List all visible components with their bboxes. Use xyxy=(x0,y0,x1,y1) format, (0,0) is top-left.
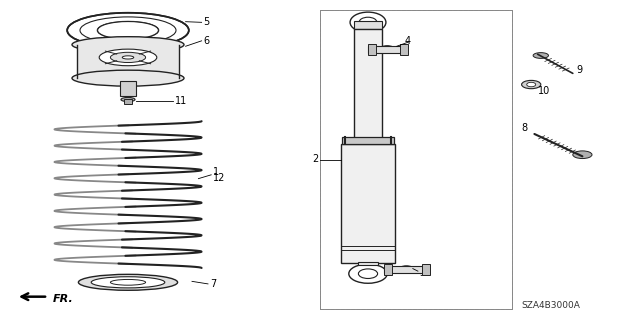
Ellipse shape xyxy=(350,12,386,33)
Ellipse shape xyxy=(67,13,189,48)
Bar xyxy=(368,44,376,55)
Ellipse shape xyxy=(121,98,135,102)
Ellipse shape xyxy=(403,268,410,271)
Ellipse shape xyxy=(79,274,178,290)
Text: 8: 8 xyxy=(522,122,528,133)
Ellipse shape xyxy=(91,277,165,288)
Text: 7: 7 xyxy=(210,279,216,289)
Ellipse shape xyxy=(111,279,146,285)
Bar xyxy=(354,21,382,29)
Ellipse shape xyxy=(122,56,134,59)
Text: 10: 10 xyxy=(538,86,550,96)
Bar xyxy=(354,29,382,139)
Ellipse shape xyxy=(380,46,395,53)
Text: 2: 2 xyxy=(312,154,319,165)
Bar xyxy=(124,99,132,104)
Ellipse shape xyxy=(533,53,548,58)
Ellipse shape xyxy=(80,17,176,44)
Text: 4: 4 xyxy=(404,35,411,46)
Ellipse shape xyxy=(359,17,377,27)
Bar xyxy=(368,46,406,53)
Ellipse shape xyxy=(97,21,159,39)
Ellipse shape xyxy=(99,49,157,66)
Bar xyxy=(384,264,392,275)
Text: FR.: FR. xyxy=(52,294,73,304)
Bar xyxy=(400,44,408,55)
Bar xyxy=(120,81,136,96)
Bar xyxy=(77,43,179,78)
Text: SZA4B3000A: SZA4B3000A xyxy=(521,301,580,310)
Bar xyxy=(341,144,395,263)
Ellipse shape xyxy=(399,266,414,273)
Bar xyxy=(342,137,394,144)
Bar xyxy=(358,262,378,265)
Ellipse shape xyxy=(527,82,536,87)
Bar xyxy=(384,266,429,273)
Text: 1: 1 xyxy=(213,167,220,177)
Ellipse shape xyxy=(72,70,184,86)
Ellipse shape xyxy=(111,52,146,63)
Text: 11: 11 xyxy=(175,96,187,107)
Text: 5: 5 xyxy=(204,17,210,27)
Bar xyxy=(320,10,512,309)
Ellipse shape xyxy=(349,264,387,283)
Text: 3: 3 xyxy=(419,268,426,278)
Ellipse shape xyxy=(522,80,541,89)
Ellipse shape xyxy=(72,37,184,53)
Ellipse shape xyxy=(573,151,592,159)
Text: 12: 12 xyxy=(213,173,225,183)
Bar xyxy=(422,264,430,275)
Ellipse shape xyxy=(383,48,391,51)
Text: 9: 9 xyxy=(576,65,582,75)
Ellipse shape xyxy=(97,22,159,39)
Text: 6: 6 xyxy=(204,36,210,46)
Ellipse shape xyxy=(358,269,378,278)
Bar xyxy=(320,10,512,309)
